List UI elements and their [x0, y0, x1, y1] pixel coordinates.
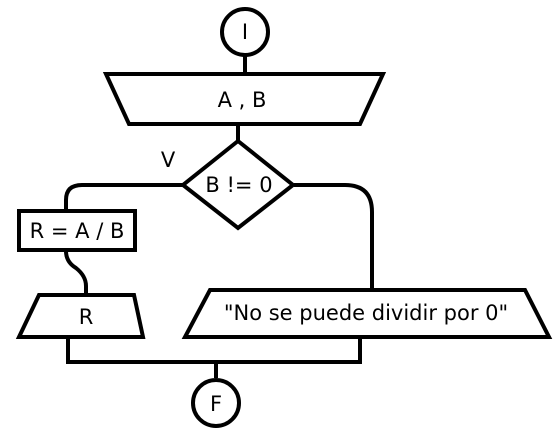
end-label: F [210, 392, 222, 416]
end-circle [191, 378, 241, 428]
connectors [64, 55, 374, 378]
connector-process-to-result-output [64, 250, 88, 294]
process-label: R = A / B [30, 219, 125, 243]
decision-shape [179, 138, 297, 231]
start-node: I [220, 7, 270, 57]
connector-decision-true-to-process [64, 183, 183, 211]
output-error-shape [181, 288, 553, 339]
process-node: R = A / B [17, 209, 137, 252]
process-shape [17, 209, 137, 252]
end-node: F [191, 378, 241, 428]
start-circle [220, 7, 270, 57]
output-error-label: "No se puede dividir por 0" [224, 301, 508, 325]
start-label: I [242, 20, 248, 44]
output-result-shape [15, 293, 146, 339]
output-result-label: R [79, 305, 94, 329]
input-node: A , B [102, 72, 387, 126]
output-result-node: R [15, 293, 146, 339]
decision-node: B != 0 V [161, 138, 297, 231]
decision-label: B != 0 [205, 173, 272, 197]
input-shape [102, 72, 387, 126]
input-label: A , B [218, 88, 267, 112]
output-error-node: "No se puede dividir por 0" [181, 288, 553, 339]
decision-true-branch-label: V [161, 148, 176, 172]
connector-decision-false-to-error-output [294, 183, 374, 289]
